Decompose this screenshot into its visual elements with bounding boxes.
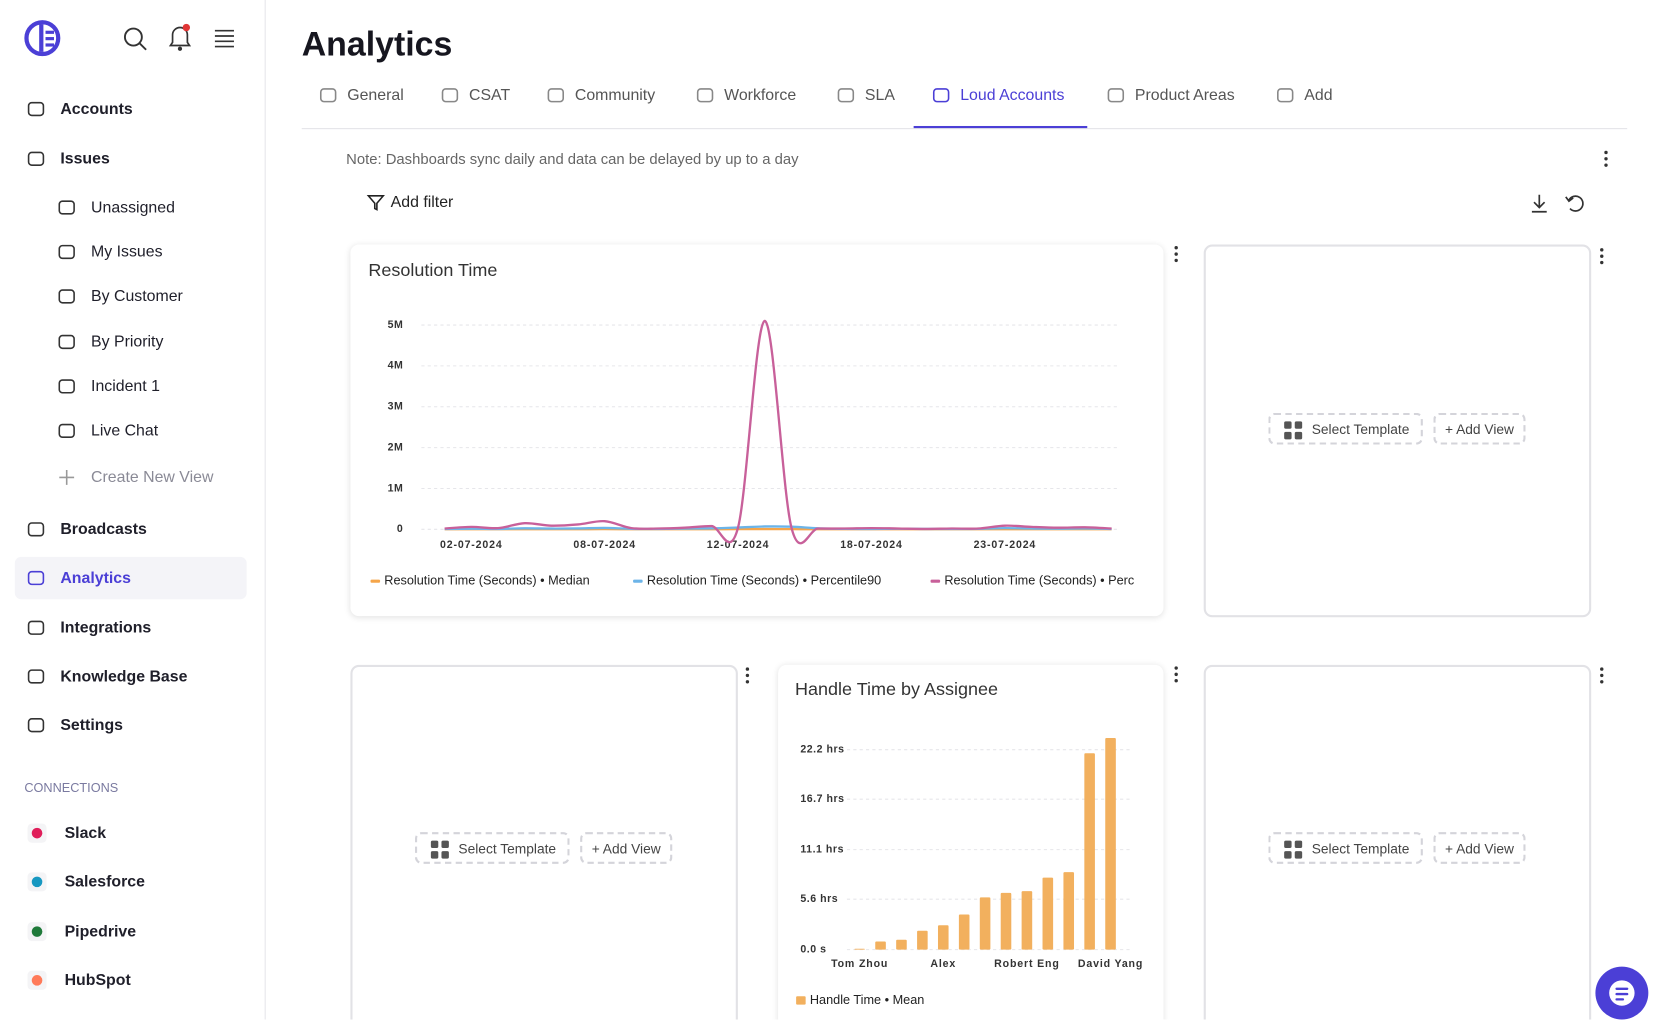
legend-swatch	[371, 580, 381, 583]
legend-label: Resolution Time (Seconds) • Percentile90	[647, 574, 881, 588]
bar	[959, 914, 970, 949]
bar	[980, 897, 991, 949]
bar	[1084, 753, 1095, 949]
x-tick-label: 18-07-2024	[840, 539, 903, 551]
x-tick-label: 08-07-2024	[573, 539, 636, 551]
bar	[917, 931, 928, 950]
x-tick-label: 12-07-2024	[707, 539, 770, 551]
y-tick-label: 5M	[388, 319, 404, 331]
bar	[1001, 893, 1012, 950]
y-tick-label: 2M	[388, 441, 404, 453]
bar	[938, 925, 949, 949]
x-tick-label: 23-07-2024	[974, 539, 1037, 551]
legend-swatch	[796, 996, 806, 1004]
x-tick-label: Robert Eng	[994, 958, 1059, 970]
y-tick-label: 5.6 hrs	[800, 893, 838, 905]
y-tick-label: 0.0 s	[800, 943, 826, 955]
bar	[896, 940, 907, 950]
legend-swatch	[931, 580, 941, 583]
y-tick-label: 3M	[388, 401, 404, 413]
chart-title: Handle Time by Assignee	[795, 679, 998, 699]
bar	[1043, 878, 1054, 950]
y-tick-label: 22.2 hrs	[800, 743, 844, 755]
legend-label: Handle Time • Mean	[810, 993, 924, 1007]
y-tick-label: 16.7 hrs	[800, 793, 844, 805]
x-tick-label: Alex	[930, 958, 956, 970]
legend-swatch	[633, 580, 643, 583]
bar	[1063, 872, 1074, 949]
chart-title: Resolution Time	[368, 260, 497, 280]
legend-label: Resolution Time (Seconds) • Median	[384, 574, 589, 588]
legend-label: Resolution Time (Seconds) • Perc	[944, 574, 1135, 588]
line-series	[445, 321, 1112, 543]
x-tick-label: 02-07-2024	[440, 539, 503, 551]
y-tick-label: 1M	[388, 482, 404, 494]
bar	[854, 949, 865, 950]
y-tick-label: 4M	[388, 360, 404, 372]
y-tick-label: 11.1 hrs	[800, 843, 844, 855]
y-tick-label: 0	[397, 523, 403, 535]
bar	[1022, 891, 1033, 950]
x-tick-label: Tom Zhou	[831, 958, 888, 970]
x-tick-label: David Yang	[1078, 958, 1143, 970]
chat-icon	[1595, 967, 1648, 1020]
chat-launcher[interactable]	[1595, 967, 1648, 1020]
bar	[875, 942, 886, 950]
bar	[1105, 738, 1116, 950]
